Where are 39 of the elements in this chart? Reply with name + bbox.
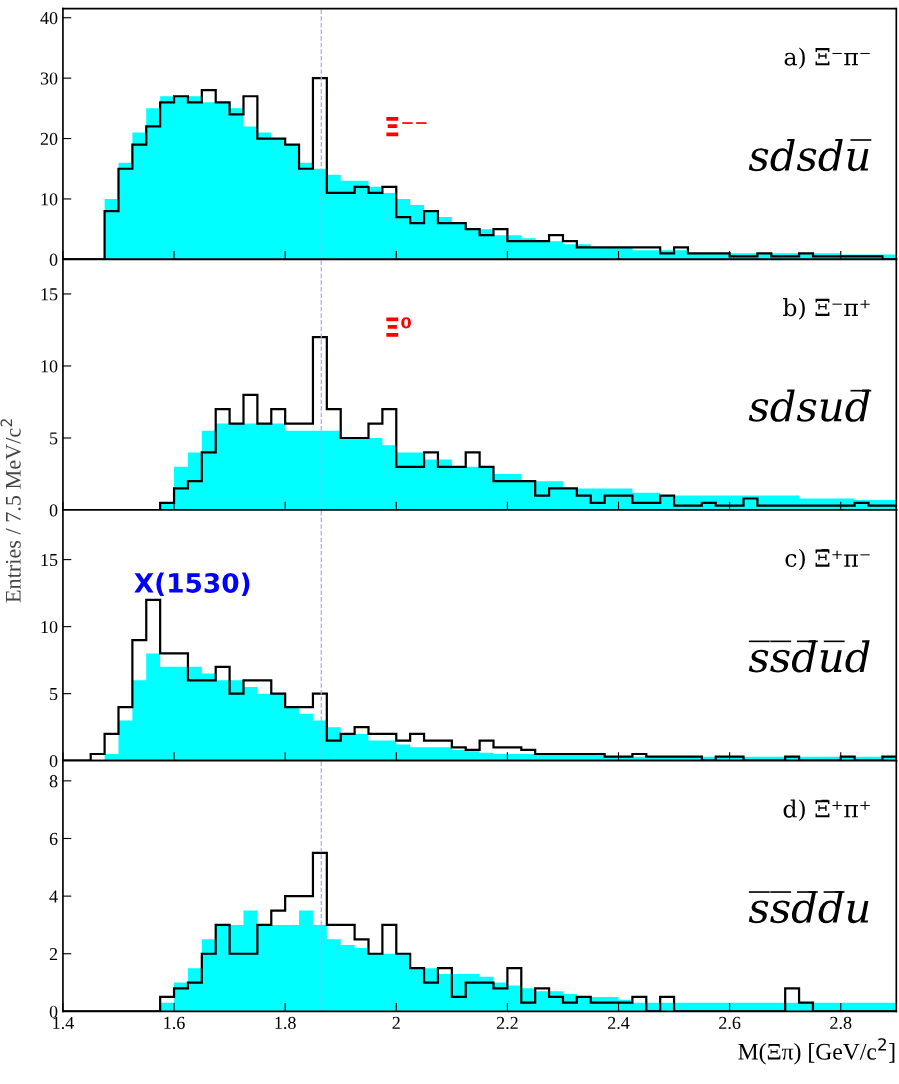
annotation: X(1530)	[134, 572, 250, 596]
y-tick-label: 40	[40, 11, 58, 25]
y-tick-label: 2	[49, 948, 58, 961]
y-tick-label: 20	[40, 132, 58, 145]
y-tick-label: 15	[41, 553, 58, 567]
annotation: s̅s̅d̅d̅u	[748, 890, 869, 924]
y-tick-label: 5	[50, 432, 58, 445]
annotation: Ξ⁰	[386, 317, 411, 337]
x-axis-title: M(Ξπ) [GeV/c$^{2}$]	[738, 1038, 895, 1065]
x-tick-label: 1.6	[164, 1016, 185, 1030]
x-tick-label: 2.4	[608, 1016, 630, 1030]
annotation: d) Ξ̄⁺π⁺	[783, 799, 870, 822]
x-tick-label: 2.2	[496, 1016, 518, 1030]
y-tick-label: 15	[41, 288, 58, 301]
y-tick-label: 4	[49, 890, 58, 903]
y-tick-label: 5	[50, 688, 58, 701]
annotation: sdsdu̅	[748, 138, 872, 172]
x-tick-label: 1.4	[53, 1016, 74, 1030]
y-tick-label: 0	[49, 504, 58, 517]
x-tick-label: 2	[392, 1016, 400, 1029]
annotation: sdsud̅	[748, 389, 872, 422]
annotation: a) Ξ⁻π⁻	[784, 47, 870, 69]
y-tick-label: 0	[49, 253, 58, 266]
x-tick-label: 2.8	[830, 1016, 852, 1030]
y-tick-label: 10	[41, 360, 58, 373]
y-tick-label: 0	[49, 1005, 58, 1018]
y-tick-label: 8	[49, 775, 58, 788]
annotation: Ξ⁻⁻	[386, 117, 427, 137]
y-tick-label: 10	[41, 193, 58, 206]
annotation: s̅s̅d̅u̅d	[748, 640, 870, 673]
y-tick-label: 6	[49, 832, 58, 845]
y-axis-title: Entries / 7.5 MeV/c$^{2}$	[0, 419, 21, 603]
annotation: b) Ξ⁻π⁺	[783, 298, 870, 320]
y-tick-label: 30	[40, 72, 58, 85]
y-tick-label: 0	[49, 754, 58, 768]
x-tick-label: 1.8	[275, 1016, 296, 1030]
annotation: c) Ξ̄⁺π⁻	[785, 548, 870, 571]
y-tick-label: 10	[41, 620, 58, 634]
x-tick-label: 2.6	[719, 1016, 741, 1030]
